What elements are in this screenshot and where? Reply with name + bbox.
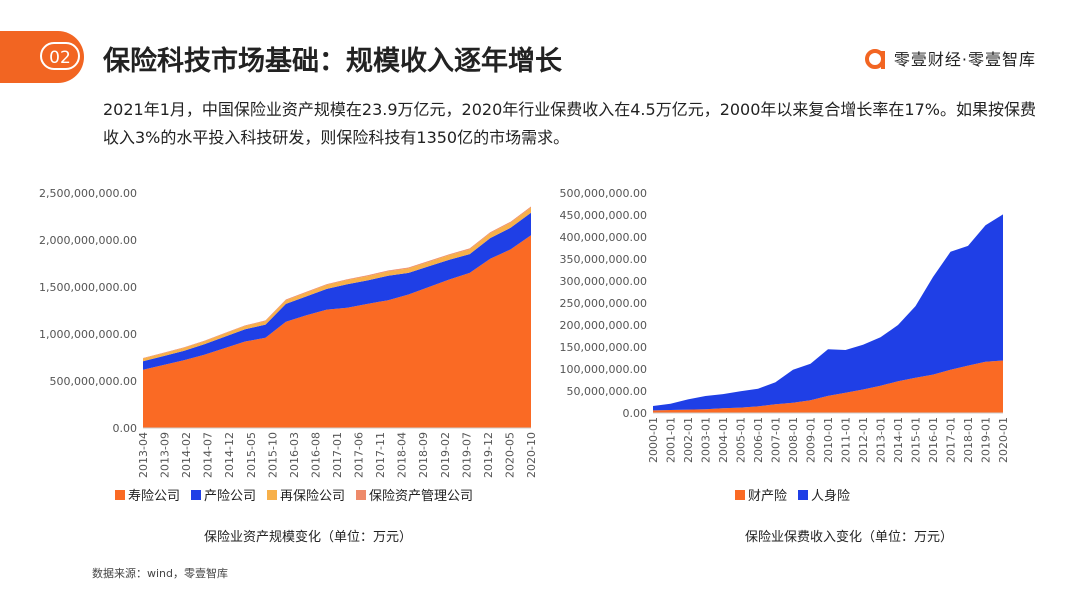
intro-paragraph: 2021年1月，中国保险业资产规模在23.9万亿元，2020年行业保费收入在4.… bbox=[103, 100, 1036, 147]
legend-swatch bbox=[735, 490, 745, 500]
x-tick-label: 2017-01 bbox=[331, 432, 344, 478]
y-tick-label: 2,000,000,000.00 bbox=[39, 234, 137, 247]
legend-label: 财产险 bbox=[748, 489, 787, 504]
y-tick-label: 250,000,000.00 bbox=[560, 297, 647, 310]
x-tick-label: 2020-10 bbox=[525, 432, 538, 478]
series-area-2 bbox=[143, 212, 531, 370]
y-tick-label: 500,000,000.00 bbox=[50, 375, 137, 388]
legend-label: 寿险公司 bbox=[128, 489, 180, 504]
series-area-3 bbox=[143, 207, 531, 362]
series-area-2 bbox=[653, 214, 1003, 411]
x-tick-label: 2016-01 bbox=[927, 417, 940, 463]
x-tick-label: 2001-01 bbox=[665, 417, 678, 463]
y-tick-label: 350,000,000.00 bbox=[560, 253, 647, 266]
legend-swatch bbox=[798, 490, 808, 500]
y-tick-label: 300,000,000.00 bbox=[560, 275, 647, 288]
x-tick-label: 2011-01 bbox=[840, 417, 853, 463]
x-tick-label: 2005-01 bbox=[735, 417, 748, 463]
x-tick-label: 2013-09 bbox=[159, 432, 172, 478]
brand-logo: 零壹财经·零壹智库 bbox=[864, 46, 1036, 70]
x-tick-label: 2013-01 bbox=[875, 417, 888, 463]
brand-name: 零壹财经·零壹智库 bbox=[893, 50, 1036, 69]
x-tick-label: 2007-01 bbox=[770, 417, 783, 463]
chart-caption: 保险业保费收入变化（单位：万元） bbox=[745, 529, 953, 545]
y-tick-label: 100,000,000.00 bbox=[560, 363, 647, 376]
y-tick-label: 200,000,000.00 bbox=[560, 319, 647, 332]
x-tick-label: 2018-04 bbox=[396, 432, 409, 478]
section-number-badge: 02 bbox=[40, 42, 80, 70]
y-tick-label: 0.00 bbox=[623, 407, 648, 420]
x-tick-label: 2018-01 bbox=[962, 417, 975, 463]
y-tick-label: 450,000,000.00 bbox=[560, 209, 647, 222]
x-tick-label: 2019-02 bbox=[439, 432, 452, 478]
x-tick-label: 2020-01 bbox=[997, 417, 1010, 463]
y-tick-label: 1,500,000,000.00 bbox=[39, 281, 137, 294]
legend-swatch bbox=[267, 490, 277, 500]
page-title: 保险科技市场基础：规模收入逐年增长 bbox=[103, 46, 562, 77]
x-tick-label: 2016-03 bbox=[288, 432, 301, 478]
x-tick-label: 2002-01 bbox=[682, 417, 695, 463]
legend-swatch bbox=[115, 490, 125, 500]
y-tick-label: 0.00 bbox=[113, 422, 138, 435]
x-tick-label: 2014-01 bbox=[892, 417, 905, 463]
x-tick-label: 2012-01 bbox=[857, 417, 870, 463]
x-tick-label: 2014-07 bbox=[202, 432, 215, 478]
y-tick-label: 500,000,000.00 bbox=[560, 187, 647, 200]
y-tick-label: 150,000,000.00 bbox=[560, 341, 647, 354]
x-tick-label: 2017-01 bbox=[945, 417, 958, 463]
chart-caption: 保险业资产规模变化（单位：万元） bbox=[204, 529, 412, 545]
x-tick-label: 2008-01 bbox=[787, 417, 800, 463]
x-tick-label: 2015-10 bbox=[266, 432, 279, 478]
x-tick-label: 2010-01 bbox=[822, 417, 835, 463]
legend-swatch bbox=[356, 490, 366, 500]
x-tick-label: 2009-01 bbox=[805, 417, 818, 463]
x-tick-label: 2013-04 bbox=[137, 432, 150, 478]
series-area-1 bbox=[653, 360, 1003, 413]
y-tick-label: 1,000,000,000.00 bbox=[39, 328, 137, 341]
x-tick-label: 2015-01 bbox=[910, 417, 923, 463]
data-source-note: 数据来源：wind，零壹智库 bbox=[92, 567, 229, 580]
x-tick-label: 2016-08 bbox=[309, 432, 322, 478]
legend-label: 人身险 bbox=[811, 488, 850, 504]
x-tick-label: 2018-09 bbox=[417, 432, 430, 478]
y-tick-label: 50,000,000.00 bbox=[567, 385, 647, 398]
x-tick-label: 2006-01 bbox=[752, 417, 765, 463]
x-tick-label: 2019-12 bbox=[482, 432, 495, 478]
x-tick-label: 2000-01 bbox=[647, 417, 660, 463]
brand-mark-icon bbox=[864, 49, 885, 69]
x-tick-label: 2004-01 bbox=[717, 417, 730, 463]
x-tick-label: 2017-11 bbox=[374, 432, 387, 478]
legend-label: 保险资产管理公司 bbox=[369, 489, 473, 504]
legend-label: 再保险公司 bbox=[280, 489, 345, 504]
legend-swatch bbox=[191, 490, 201, 500]
x-tick-label: 2014-02 bbox=[180, 432, 193, 478]
x-tick-label: 2020-05 bbox=[503, 432, 516, 478]
x-tick-label: 2003-01 bbox=[700, 417, 713, 463]
y-tick-label: 400,000,000.00 bbox=[560, 231, 647, 244]
x-tick-label: 2019-01 bbox=[980, 417, 993, 463]
x-tick-label: 2017-06 bbox=[353, 432, 366, 478]
y-tick-label: 2,500,000,000.00 bbox=[39, 187, 137, 200]
x-tick-label: 2014-12 bbox=[223, 432, 236, 478]
legend-label: 产险公司 bbox=[204, 489, 256, 504]
x-tick-label: 2019-07 bbox=[460, 432, 473, 478]
x-tick-label: 2015-05 bbox=[245, 432, 258, 478]
series-area-1 bbox=[143, 235, 531, 428]
